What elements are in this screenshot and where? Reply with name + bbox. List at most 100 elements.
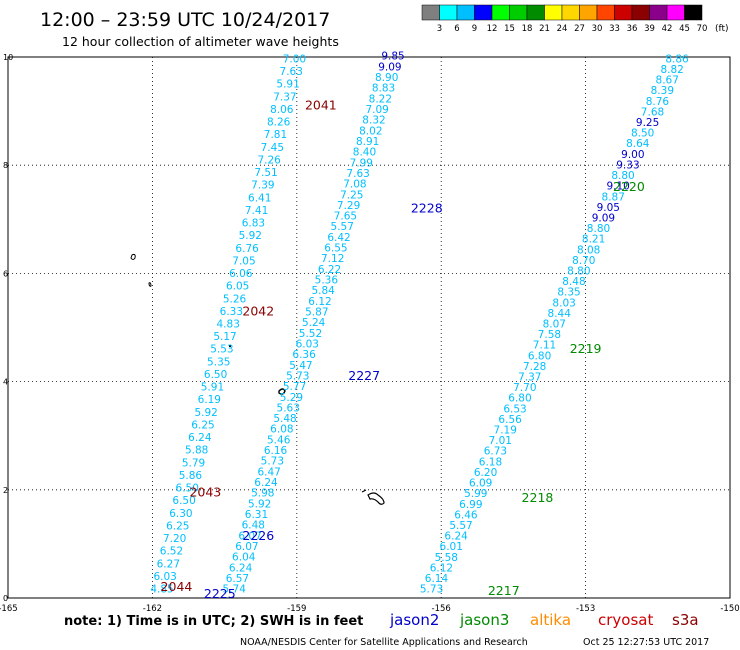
wave-height-label: 6.24 (229, 562, 253, 574)
colorbar-tick-label: 15 (504, 24, 515, 34)
wave-height-label: 6.07 (235, 541, 258, 553)
wave-height-label: 9.00 (621, 149, 644, 161)
wave-height-label: 8.35 (557, 287, 580, 299)
wave-height-label: 8.90 (375, 72, 398, 84)
wave-height-label: 5.92 (248, 498, 271, 510)
wave-height-label: 7.63 (280, 66, 303, 78)
wave-height-label: 6.46 (454, 509, 478, 521)
colorbar-swatch (509, 4, 528, 21)
pass-label: 2226 (242, 528, 274, 543)
pass-label: 2044 (161, 579, 193, 594)
wave-height-label: 5.73 (420, 584, 443, 596)
wave-height-label: 8.70 (572, 255, 595, 267)
pass-label: 2218 (522, 490, 554, 505)
wave-height-label: 5.36 (315, 275, 339, 287)
wave-height-label: 7.09 (365, 104, 388, 116)
x-tick-label: -162 (143, 604, 162, 614)
wave-height-label: 7.29 (337, 200, 360, 212)
footer-timestamp: Oct 25 12:27:53 UTC 2017 (583, 637, 709, 648)
wave-height-label: 7.81 (264, 129, 287, 141)
x-tick-label: -165 (0, 604, 18, 614)
wave-height-label: 8.03 (552, 297, 575, 309)
wave-height-label: 6.20 (474, 467, 497, 479)
satellite-legend-item: s3a (672, 611, 699, 629)
colorbar-swatch (544, 4, 563, 21)
wave-height-label: 7.39 (251, 180, 274, 192)
wave-height-label: 6.05 (226, 281, 249, 293)
y-tick-label: 4 (3, 378, 8, 387)
colorbar-swatch (649, 4, 668, 21)
wave-height-label: 5.73 (286, 370, 309, 382)
y-tick-label: 6 (3, 269, 8, 278)
wave-height-label: 8.32 (362, 115, 385, 127)
wave-height-label: 6.08 (270, 424, 293, 436)
colorbar-tick-label: 6 (454, 24, 459, 34)
colorbar-tick-label: 3 (437, 24, 442, 34)
chart-subtitle: 12 hour collection of altimeter wave hei… (62, 34, 339, 49)
island-outline (148, 282, 152, 287)
colorbar-tick-label: 27 (574, 24, 585, 34)
wave-height-label: 9.25 (636, 117, 659, 129)
pass-label: 2228 (411, 200, 443, 215)
colorbar-swatch (456, 4, 475, 21)
wave-height-label: 8.44 (548, 308, 572, 320)
wave-height-label: 6.12 (308, 296, 331, 308)
wave-height-label: 7.70 (513, 382, 536, 394)
wave-height-label: 7.00 (283, 53, 306, 65)
wave-height-label: 5.99 (464, 488, 487, 500)
y-tick-label: 8 (3, 161, 8, 170)
wave-height-label: 6.55 (324, 243, 347, 255)
wave-height-label: 9.10 (606, 181, 629, 193)
wave-height-label: 6.12 (430, 562, 453, 574)
grid-lines (8, 57, 730, 598)
wave-height-label: 8.91 (356, 136, 379, 148)
colorbar-tick-label: 12 (487, 24, 498, 34)
wave-height-label: 9.09 (378, 61, 401, 73)
colorbar-tick-label: 45 (679, 24, 690, 34)
satellite-legend: jason2 jason3 altika cryosat s3a (389, 611, 699, 629)
wave-height-label: 6.53 (503, 403, 526, 415)
wave-height-label: 7.20 (163, 533, 186, 545)
colorbar-swatch (474, 4, 493, 21)
wave-height-label: 8.86 (665, 53, 689, 65)
wave-height-label: 6.31 (245, 509, 268, 521)
wave-height-label: 6.52 (160, 546, 183, 558)
wave-height-label: 6.19 (198, 394, 221, 406)
wave-height-label: 5.57 (449, 520, 472, 532)
colorbar-tick-label: 21 (539, 24, 550, 34)
colorbar-legend: 3 6 9 12 15 18 21 24 27 30 33 36 39 42 45 70 (421, 4, 707, 34)
wave-height-label: 6.50 (204, 369, 227, 381)
y-tick-label: 0 (3, 594, 8, 603)
wave-height-label: 5.86 (179, 470, 203, 482)
wave-height-label: 8.02 (359, 125, 382, 137)
pass-label: 2217 (488, 583, 520, 598)
hawaii-outline (361, 489, 385, 505)
wave-height-label: 5.98 (251, 488, 274, 500)
wave-height-label: 6.18 (479, 456, 502, 468)
colorbar-swatch (561, 4, 580, 21)
wave-height-label: 8.07 (543, 319, 566, 331)
wave-height-label: 6.57 (226, 573, 249, 585)
wave-height-label: 5.48 (273, 413, 296, 425)
wave-height-label: 6.47 (257, 466, 280, 478)
wave-height-label: 5.57 (331, 221, 354, 233)
y-tick-label: 10 (3, 53, 13, 62)
altimeter-tracks: 7.007.635.917.378.068.267.817.457.267.51… (150, 51, 689, 596)
footer-note: note: 1) Time is in UTC; 2) SWH is in fe… (64, 614, 363, 629)
pass-label: 2220 (613, 179, 645, 194)
wave-height-label: 5.73 (261, 456, 284, 468)
wave-height-label: 6.25 (191, 419, 214, 431)
satellite-legend-item: jason2 (389, 611, 439, 629)
wave-height-label: 7.19 (494, 425, 517, 437)
wave-height-label: 7.51 (254, 167, 277, 179)
wave-height-label: 6.83 (242, 218, 265, 230)
wave-height-label: 6.22 (318, 264, 341, 276)
wave-height-label: 6.25 (166, 520, 189, 532)
colorbar-swatch (684, 4, 703, 21)
wave-height-label: 7.63 (346, 168, 369, 180)
colorbar-tick-label: 24 (557, 24, 568, 34)
wave-height-label: 4.85 (150, 584, 173, 596)
wave-height-label: 7.37 (518, 372, 541, 384)
